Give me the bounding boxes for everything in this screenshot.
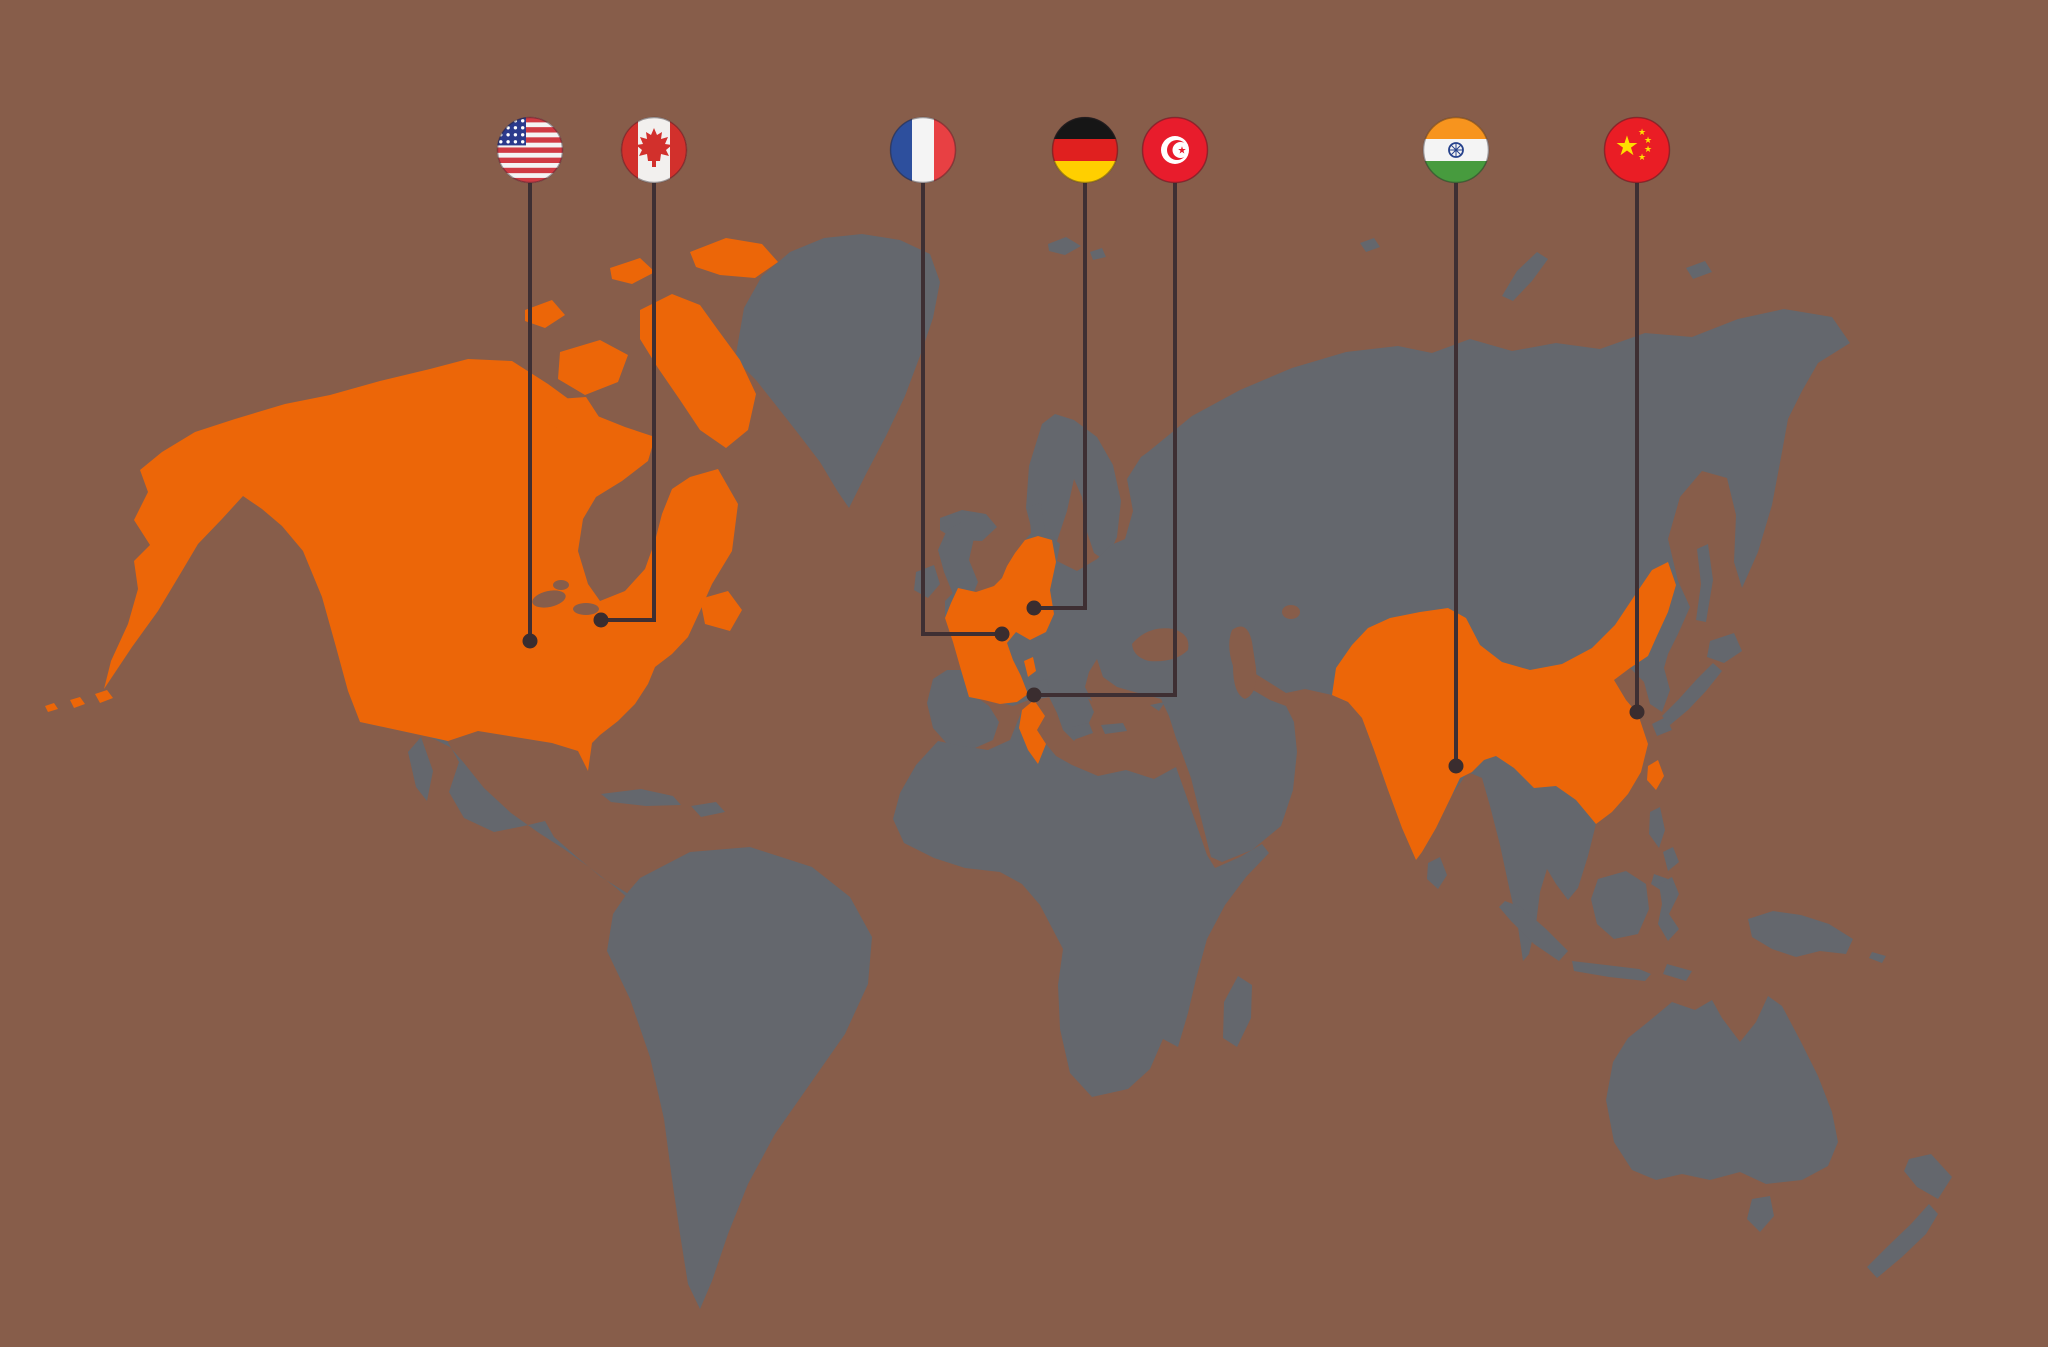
svg-text:★: ★ [1644, 136, 1652, 146]
island-cyprus [1150, 702, 1165, 711]
svg-text:★: ★ [1615, 131, 1639, 162]
highlight-tunisia [1019, 700, 1046, 764]
islands-caribbean [601, 789, 725, 817]
highlight-usa-canada-mainland [104, 359, 738, 771]
united-states-flag-icon: United States [496, 116, 564, 184]
continent-africa [893, 700, 1269, 1097]
region-mexico-central-america [360, 722, 655, 913]
island-novaya-zemlya [1360, 238, 1712, 301]
island-new-guinea [1748, 911, 1886, 963]
land-layer [360, 234, 1952, 1309]
island-madagascar [1223, 976, 1252, 1047]
lake-great-lakes-a [532, 590, 566, 608]
continent-australia [1606, 996, 1838, 1184]
map-dot-united-states [522, 633, 538, 649]
map-dot-china [1629, 704, 1645, 720]
tunisia-flag-icon: Tunisia★ [1141, 116, 1209, 184]
highlight-france-germany [945, 536, 1056, 704]
island-ireland [914, 565, 940, 598]
sea-caspian [1229, 626, 1257, 699]
map-dot-india [1448, 758, 1464, 774]
map-dot-canada [593, 612, 609, 628]
island-tasmania [1747, 1196, 1774, 1232]
sea-aral [1282, 605, 1300, 619]
svg-text:★: ★ [1638, 128, 1646, 138]
svg-text:★: ★ [1638, 153, 1646, 163]
connector-line-france [921, 150, 1002, 636]
highlight-canadian-arctic-islands [525, 238, 778, 631]
islands-philippines [1649, 807, 1679, 891]
islands-new-zealand [1867, 1154, 1952, 1278]
highlight-india-china [1332, 562, 1676, 860]
islands-japan [1652, 633, 1742, 736]
canada-flag-icon: Canada [620, 116, 688, 184]
map-dot-germany [1026, 600, 1042, 616]
highlight-taiwan [1647, 760, 1664, 790]
connector-line-canada [601, 150, 656, 622]
islands-indonesia [1499, 871, 1692, 981]
svg-text:★: ★ [1644, 145, 1652, 155]
highlight-aleutian-islands [45, 690, 113, 712]
island-sicily [1072, 723, 1093, 739]
island-crete [1101, 723, 1127, 734]
island-sakhalin [1696, 544, 1713, 622]
highlight-hainan [1577, 789, 1598, 808]
lake-great-lakes-c [553, 580, 569, 590]
island-great-britain [938, 522, 978, 599]
china-flag-icon: China ★★★★★ [1603, 116, 1671, 184]
highlight-corsica [1024, 657, 1036, 677]
map-dot-france [994, 626, 1010, 642]
island-sri-lanka [1427, 857, 1447, 889]
highlight-layer [45, 238, 1676, 860]
connector-line-germany [1034, 150, 1087, 610]
india-flag-icon: India [1422, 116, 1490, 184]
svg-text:★: ★ [1178, 146, 1187, 157]
continent-greenland [736, 234, 940, 508]
germany-flag-icon: Germany [1051, 116, 1119, 184]
connector-layer [522, 150, 1645, 774]
france-flag-icon: France [889, 116, 957, 184]
map-dot-tunisia [1026, 687, 1042, 703]
flag-layer: United States Canada France Germany Tunisia★… [496, 116, 1671, 184]
island-svalbard [1048, 237, 1106, 260]
region-scandinavia [1026, 414, 1121, 562]
continent-south-america [607, 847, 872, 1309]
connector-line-tunisia [1034, 150, 1177, 697]
lake-great-lakes-b [573, 603, 599, 615]
